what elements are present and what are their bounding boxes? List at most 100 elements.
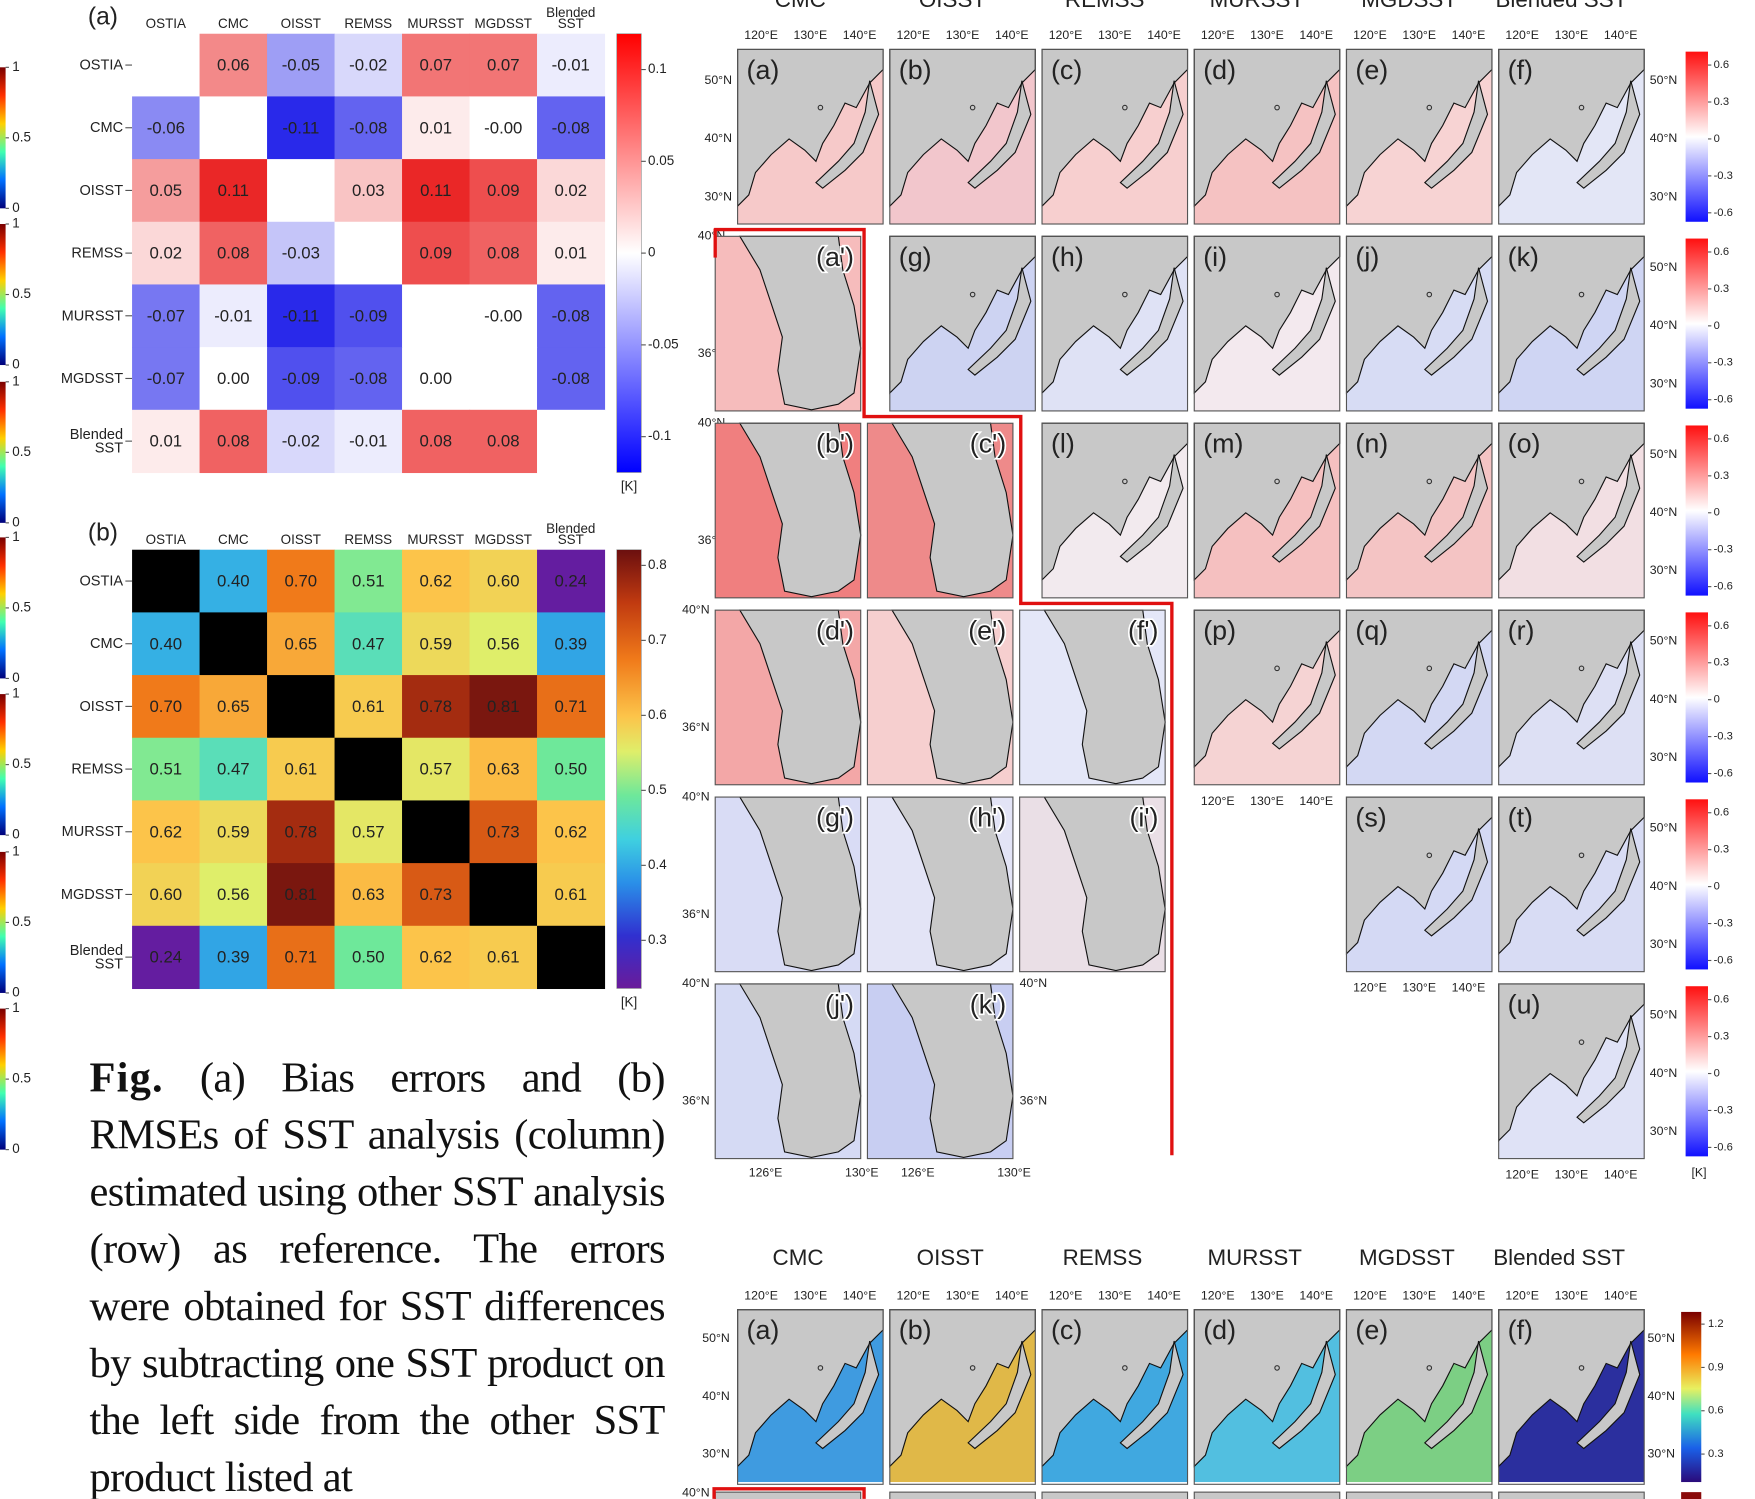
matrix-cell	[267, 159, 335, 222]
column-label: OISST	[267, 0, 334, 29]
cell-value: 0.65	[217, 697, 250, 716]
colorbar-tick-label: 0.1	[648, 61, 667, 76]
panel-label: (g')	[816, 803, 854, 833]
column-label-box: MGDSST	[470, 0, 537, 29]
colorbar-tick-label: 0	[12, 827, 19, 842]
colorbar-tick-label: 0.3	[1714, 1031, 1730, 1043]
lat-tick-label: 50°N	[1650, 73, 1677, 87]
lat-tick-label: 40°N	[1650, 505, 1677, 519]
colorbar-tick-label: -0.3	[1714, 731, 1733, 743]
lat-tick-label: 40°N	[682, 789, 709, 803]
map-panel: (o)	[1499, 423, 1645, 598]
row-label: REMSS	[40, 222, 123, 285]
panel-label: (d)	[1203, 55, 1236, 85]
cell-value: 0.39	[217, 948, 250, 967]
map-panel: (d)	[1194, 1310, 1340, 1485]
panel-label: (s)	[1355, 803, 1386, 833]
colorbar-tick-label: 0.3	[1714, 844, 1730, 856]
row-label-box: OSTIA	[40, 34, 123, 97]
cell-value: -0.11	[282, 118, 319, 137]
column-title: REMSS	[1063, 1245, 1143, 1270]
cell-value: 0.08	[217, 432, 250, 451]
cell-value: 0.08	[487, 432, 520, 451]
lat-tick-label: 40°N	[1650, 879, 1677, 893]
map-panel: (i)	[1194, 236, 1340, 411]
cell-value: 0.06	[217, 56, 250, 75]
lon-tick-label: 140°E	[995, 28, 1029, 42]
panel-label: (d)	[1203, 1315, 1236, 1345]
column-label: REMSS	[335, 0, 402, 29]
lon-tick-label: 130°E	[845, 1165, 879, 1179]
cell-value: -0.07	[147, 306, 185, 325]
map-panel-cropped	[715, 1492, 861, 1499]
map-panel: (g)	[890, 236, 1036, 411]
lat-tick-label: 30°N	[1650, 750, 1677, 764]
panel-label: (n)	[1355, 429, 1388, 459]
map-panel: (l)	[1042, 423, 1188, 598]
lon-tick-label: 120°E	[896, 28, 930, 42]
colorbar-tick-label: -0.3	[1714, 917, 1733, 929]
lon-tick-label: 140°E	[1452, 28, 1486, 42]
lon-tick-label: 130°E	[1555, 28, 1589, 42]
lon-tick-label: 130°E	[1402, 1289, 1436, 1303]
panel-label: (f)	[1508, 1315, 1533, 1345]
cell-value: -0.09	[282, 369, 320, 388]
colorbar-tick-label: 0	[1714, 507, 1720, 519]
panel-label: (o)	[1508, 429, 1541, 459]
colorbar-tick-label: -0.1	[648, 428, 671, 443]
cell-value: -0.05	[282, 56, 320, 75]
panel-label: (j')	[825, 989, 854, 1019]
lat-tick-label: 50°N	[1650, 634, 1677, 648]
colorbar-tick-label: 0.8	[648, 557, 667, 572]
colorbar-tick-label: 0.5	[12, 756, 31, 771]
colorbar-tick-label: 0.3	[1714, 283, 1730, 295]
cell-value: 0.47	[217, 760, 250, 779]
row-label-box: MURSST	[40, 284, 123, 347]
colorbar-tick-label: 0.5	[12, 286, 31, 301]
cell-value: 0.56	[487, 634, 520, 653]
column-title: CMC	[773, 1245, 824, 1270]
cell-value: -0.02	[349, 56, 387, 75]
lat-tick-label: 50°N	[1650, 1008, 1677, 1022]
map-panel: (e)	[1346, 49, 1492, 224]
lon-tick-label: 140°E	[1452, 981, 1486, 995]
map-panel: (a)	[738, 49, 884, 224]
lat-tick-label: 40°N	[682, 1485, 709, 1499]
colorbar-tick-label: 0	[1714, 881, 1720, 893]
map-panel-cropped	[1194, 1492, 1340, 1499]
matrix-cell	[200, 96, 268, 159]
colorbar-tick-label: 1.2	[1708, 1318, 1724, 1330]
cell-value: 0.70	[284, 572, 317, 591]
panel-label: (a)	[88, 4, 118, 31]
lat-tick-label: 36°N	[682, 720, 709, 734]
column-title: OISST	[917, 1245, 984, 1270]
map-panel: (u)	[1499, 984, 1645, 1159]
panel-label: (h)	[1051, 242, 1084, 272]
matrix-cell	[402, 800, 470, 863]
row-label-box: OSTIA	[40, 550, 123, 613]
colorbar-tick-label: 0	[1714, 694, 1720, 706]
colorbar-tick-label: 0.9	[1708, 1361, 1724, 1373]
cropped-colorbar	[0, 694, 6, 835]
cell-value: 0.11	[420, 181, 451, 200]
column-title: Blended SST	[1493, 1245, 1625, 1270]
matrix-cell	[200, 612, 268, 675]
map-panel: (t)	[1499, 797, 1645, 972]
panel-label: (b)	[899, 55, 932, 85]
colorbar-tick-label: 0.6	[648, 707, 667, 722]
cell-value: 0.24	[149, 948, 182, 967]
cell-value: -0.02	[282, 432, 320, 451]
colorbar-tick-label: 0	[648, 245, 655, 260]
colorbar-tick-label: 0.5	[12, 444, 31, 459]
column-label-box: Blended SST	[537, 0, 604, 29]
column-label: Blended SST	[537, 0, 604, 29]
map-panel: (e)	[1346, 1310, 1492, 1485]
lon-tick-label: 130°E	[1402, 28, 1436, 42]
caption-text: (a) Bias errors and (b) RMSEs of SST ana…	[90, 1054, 665, 1498]
colorbar-tick-label: -0.6	[1714, 207, 1733, 219]
row-label: CMC	[40, 612, 123, 675]
lon-tick-label: 130°E	[1250, 28, 1284, 42]
map-panel: (q)	[1346, 610, 1492, 785]
panel-label: (c)	[1051, 55, 1082, 85]
cell-value: 0.00	[419, 369, 452, 388]
